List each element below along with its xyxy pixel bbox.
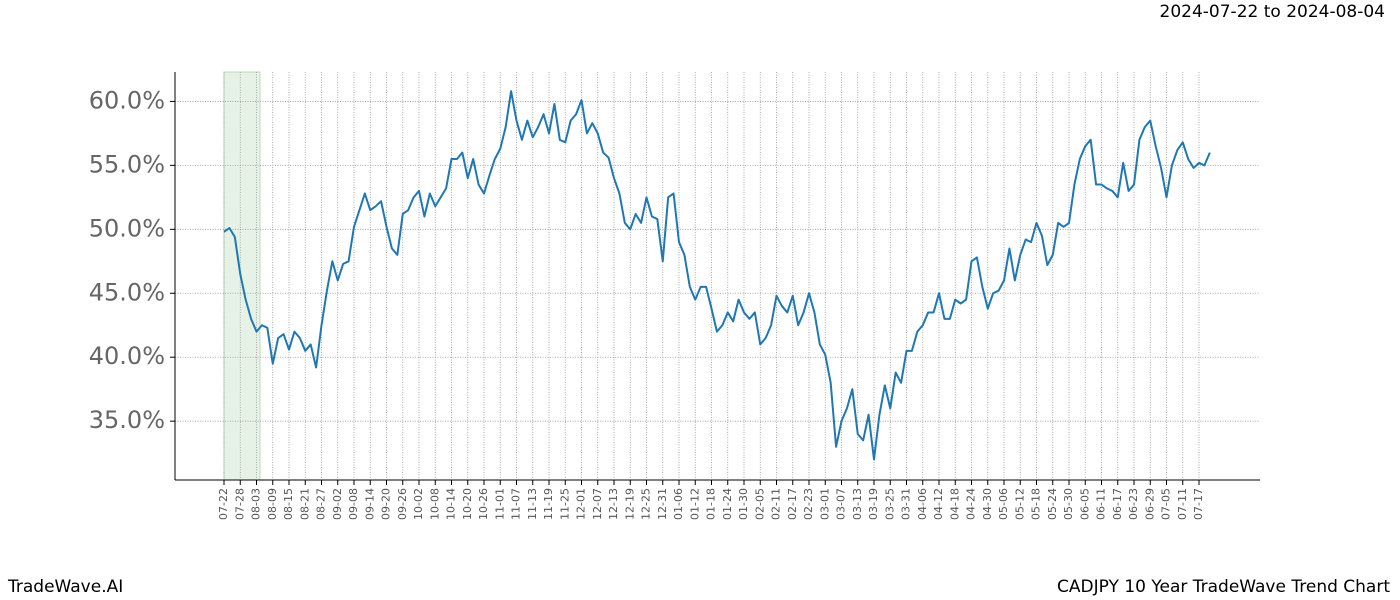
x-tick-label: 11-01 — [493, 488, 506, 520]
x-tick-label: 12-31 — [656, 488, 669, 520]
highlight-band — [223, 71, 261, 481]
x-tick-label: 07-28 — [233, 488, 246, 520]
x-tick-label: 10-20 — [461, 488, 474, 520]
x-tick-label: 08-09 — [266, 488, 279, 520]
x-tick-label: 12-25 — [640, 488, 653, 520]
x-tick-label: 06-17 — [1111, 488, 1124, 520]
y-tick-label: 50.0% — [89, 214, 165, 242]
x-tick-label: 09-02 — [331, 488, 344, 520]
x-tick-label: 06-23 — [1127, 488, 1140, 520]
x-tick-label: 03-01 — [818, 488, 831, 520]
x-tick-label: 11-25 — [558, 488, 571, 520]
x-tick-label: 06-29 — [1143, 488, 1156, 520]
x-tick-label: 05-24 — [1046, 488, 1059, 520]
y-tick-label: 45.0% — [89, 278, 165, 306]
x-tick-label: 11-19 — [542, 488, 555, 520]
x-tick-label: 12-13 — [607, 488, 620, 520]
x-tick-label: 11-13 — [526, 488, 539, 520]
x-tick-label: 05-12 — [1013, 488, 1026, 520]
x-tick-label: 04-24 — [965, 488, 978, 520]
date-range: 2024-07-22 to 2024-08-04 — [1160, 2, 1385, 22]
x-tick-label: 07-22 — [217, 488, 230, 520]
x-tick-label: 09-08 — [347, 488, 360, 520]
chart-caption: CADJPY 10 Year TradeWave Trend Chart — [1057, 577, 1390, 597]
x-tick-label: 08-27 — [315, 488, 328, 520]
y-tick-label: 35.0% — [89, 406, 165, 434]
x-tick-label: 03-31 — [900, 488, 913, 520]
x-tick-label: 08-03 — [250, 488, 263, 520]
x-tick-label: 02-23 — [802, 488, 815, 520]
x-tick-label: 08-15 — [282, 488, 295, 520]
x-tick-label: 01-24 — [721, 488, 734, 520]
x-tick-label: 05-18 — [1030, 488, 1043, 520]
x-tick-label: 10-08 — [428, 488, 441, 520]
x-tick-label: 03-13 — [851, 488, 864, 520]
x-tick-label: 12-19 — [623, 488, 636, 520]
x-tick-label: 05-06 — [997, 488, 1010, 520]
x-tick-label: 09-26 — [396, 488, 409, 520]
x-tick-label: 03-19 — [867, 488, 880, 520]
x-tick-label: 01-06 — [672, 488, 685, 520]
y-tick-label: 55.0% — [89, 150, 165, 178]
x-tick-label: 05-30 — [1062, 488, 1075, 520]
x-tick-label: 02-11 — [770, 488, 783, 520]
x-tick-label: 07-05 — [1160, 488, 1173, 520]
y-tick-label: 40.0% — [89, 342, 165, 370]
x-tick-label: 12-07 — [591, 488, 604, 520]
x-tick-label: 01-30 — [737, 488, 750, 520]
x-tick-label: 01-12 — [688, 488, 701, 520]
x-tick-label: 10-26 — [477, 488, 490, 520]
x-tick-label: 11-07 — [510, 488, 523, 520]
x-tick-label: 04-12 — [932, 488, 945, 520]
x-tick-label: 02-05 — [753, 488, 766, 520]
x-tick-label: 02-17 — [786, 488, 799, 520]
x-tick-label: 03-25 — [883, 488, 896, 520]
x-tick-label: 10-14 — [445, 488, 458, 520]
trend-line — [223, 90, 1211, 461]
x-tick-label: 03-07 — [835, 488, 848, 520]
x-tick-label: 09-14 — [363, 488, 376, 520]
x-tick-label: 09-20 — [380, 488, 393, 520]
x-tick-label: 07-11 — [1176, 488, 1189, 520]
x-tick-label: 10-02 — [412, 488, 425, 520]
x-tick-label: 04-18 — [948, 488, 961, 520]
x-tick-label: 08-21 — [298, 488, 311, 520]
brand: TradeWave.AI — [7, 577, 123, 597]
y-tick-label: 60.0% — [89, 86, 165, 114]
x-tick-label: 06-05 — [1078, 488, 1091, 520]
x-tick-label: 12-01 — [575, 488, 588, 520]
x-tick-label: 06-11 — [1095, 488, 1108, 520]
x-tick-label: 07-17 — [1192, 488, 1205, 520]
x-tick-label: 04-30 — [981, 488, 994, 520]
x-tick-label: 01-18 — [705, 488, 718, 520]
x-tick-label: 04-06 — [916, 488, 929, 520]
